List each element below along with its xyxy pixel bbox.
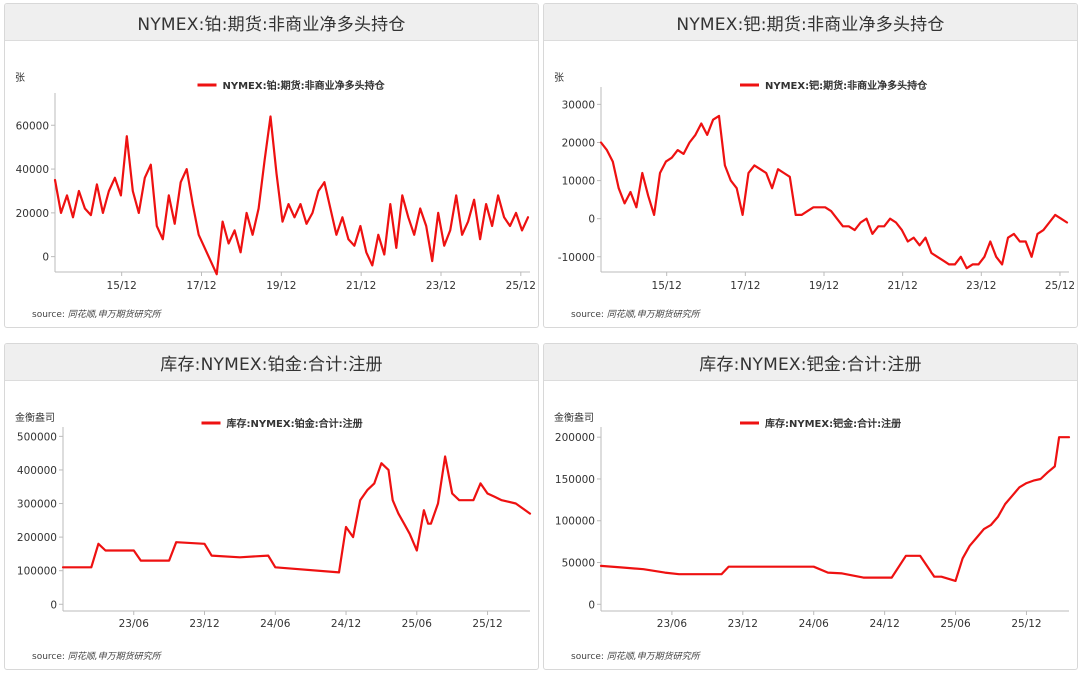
y-tick-label: -10000 (558, 252, 595, 264)
y-tick-label: 0 (588, 214, 595, 226)
line-chart: 金衡盎司 库存:NYMEX:钯金:合计:注册 0 50000 100000 150000 2… (554, 411, 1071, 630)
x-tick-label: 24/12 (870, 618, 900, 630)
source-label: source: (571, 310, 604, 320)
y-tick-label: 150000 (555, 474, 595, 486)
panel-header: NYMEX:钯:期货:非商业净多头持仓 (544, 4, 1077, 41)
legend-label: 库存:NYMEX:铂金:合计:注册 (227, 417, 363, 430)
x-tick-label: 21/12 (346, 280, 376, 292)
y-tick-label: 20000 (562, 138, 595, 150)
chart-panel-platinum-positions: NYMEX:铂:期货:非商业净多头持仓 张 NYMEX:铂:期货:非商业净多头持仓… (4, 3, 539, 328)
x-tick-label: 19/12 (809, 280, 839, 292)
panel-title: 库存:NYMEX:铂金:合计:注册 (160, 354, 383, 375)
x-tick-label: 19/12 (266, 280, 296, 292)
y-tick-label: 40000 (16, 164, 49, 176)
source-name: 同花顺,申万期货研究所 (67, 652, 161, 662)
source-name: 同花顺,申万期货研究所 (606, 652, 700, 662)
x-tick-label: 25/06 (402, 618, 433, 630)
x-tick-label: 23/12 (966, 280, 996, 292)
line-chart: 张 NYMEX:钯:期货:非商业净多头持仓 -10000 0 10000 20000 300… (554, 72, 1075, 292)
x-tick-label: 23/06 (657, 618, 688, 630)
y-axis-unit-label: 张 (554, 72, 564, 84)
y-tick-label: 300000 (17, 499, 57, 511)
y-tick-label: 60000 (16, 120, 49, 132)
source-label: source: (571, 652, 604, 662)
panel-header: 库存:NYMEX:钯金:合计:注册 (544, 344, 1077, 381)
x-tick-label: 25/12 (1045, 280, 1075, 292)
x-tick-label: 23/12 (189, 618, 219, 630)
chart-panel-platinum-inventory: 库存:NYMEX:铂金:合计:注册 金衡盎司 库存:NYMEX:铂金:合计:注册 0… (4, 343, 539, 670)
x-tick-label: 15/12 (107, 280, 137, 292)
x-tick-label: 25/12 (506, 280, 536, 292)
source-note: source: 同花顺,申万期货研究所 (571, 307, 700, 320)
chart-area: 金衡盎司 库存:NYMEX:铂金:合计:注册 0 100000 200000 300000… (5, 381, 538, 669)
x-tick-label: 24/06 (799, 618, 830, 630)
source-note: source: 同花顺,申万期货研究所 (32, 649, 161, 662)
y-tick-label: 20000 (16, 208, 49, 220)
y-tick-label: 10000 (562, 176, 595, 188)
panel-header: 库存:NYMEX:铂金:合计:注册 (5, 344, 538, 381)
series-line (599, 436, 1071, 582)
x-tick-label: 25/06 (940, 618, 971, 630)
line-chart: 张 NYMEX:铂:期货:非商业净多头持仓 0 20000 40000 60000 15/1… (15, 72, 536, 292)
chart-area: 张 NYMEX:铂:期货:非商业净多头持仓 0 20000 40000 60000 15/1… (5, 41, 538, 327)
source-name: 同花顺,申万期货研究所 (67, 310, 161, 320)
chart-area: 张 NYMEX:钯:期货:非商业净多头持仓 -10000 0 10000 20000 300… (544, 41, 1077, 327)
source-name: 同花顺,申万期货研究所 (606, 310, 700, 320)
panel-title: NYMEX:钯:期货:非商业净多头持仓 (676, 14, 945, 35)
x-tick-label: 23/12 (728, 618, 758, 630)
chart-area: 金衡盎司 库存:NYMEX:钯金:合计:注册 0 50000 100000 150000 2… (544, 381, 1077, 669)
x-tick-label: 17/12 (186, 280, 216, 292)
y-tick-label: 200000 (17, 532, 57, 544)
legend-label: 库存:NYMEX:钯金:合计:注册 (765, 417, 901, 430)
y-tick-label: 50000 (562, 558, 595, 570)
source-note: source: 同花顺,申万期货研究所 (571, 649, 700, 662)
series-line (61, 455, 532, 574)
y-tick-label: 400000 (17, 465, 57, 477)
chart-panel-palladium-inventory: 库存:NYMEX:钯金:合计:注册 金衡盎司 库存:NYMEX:钯金:合计:注册 0… (543, 343, 1078, 670)
x-tick-label: 25/12 (472, 618, 502, 630)
y-axis-unit-label: 张 (15, 72, 25, 84)
source-label: source: (32, 652, 65, 662)
legend-label: NYMEX:铂:期货:非商业净多头持仓 (223, 79, 386, 92)
x-tick-label: 25/12 (1011, 618, 1041, 630)
y-tick-label: 100000 (555, 516, 595, 528)
y-tick-label: 0 (50, 599, 57, 611)
panel-title: 库存:NYMEX:钯金:合计:注册 (699, 354, 922, 375)
y-tick-label: 500000 (17, 431, 57, 443)
source-label: source: (32, 310, 65, 320)
x-tick-label: 23/06 (119, 618, 150, 630)
y-tick-label: 0 (42, 252, 49, 264)
x-tick-label: 24/06 (260, 618, 291, 630)
panel-title: NYMEX:铂:期货:非商业净多头持仓 (137, 14, 406, 35)
x-tick-label: 21/12 (888, 280, 918, 292)
x-tick-label: 24/12 (331, 618, 361, 630)
series-line (53, 115, 530, 276)
y-tick-label: 100000 (17, 566, 57, 578)
source-note: source: 同花顺,申万期货研究所 (32, 307, 161, 320)
x-tick-label: 23/12 (426, 280, 456, 292)
y-tick-label: 30000 (562, 99, 595, 111)
series-line (599, 114, 1069, 270)
chart-panel-palladium-positions: NYMEX:钯:期货:非商业净多头持仓 张 NYMEX:钯:期货:非商业净多头持仓… (543, 3, 1078, 328)
x-tick-label: 15/12 (652, 280, 682, 292)
line-chart: 金衡盎司 库存:NYMEX:铂金:合计:注册 0 100000 200000 300000… (15, 411, 532, 630)
y-tick-label: 0 (588, 599, 595, 611)
panel-header: NYMEX:铂:期货:非商业净多头持仓 (5, 4, 538, 41)
legend-label: NYMEX:钯:期货:非商业净多头持仓 (765, 79, 928, 92)
y-tick-label: 200000 (555, 432, 595, 444)
y-axis-unit-label: 金衡盎司 (554, 411, 594, 424)
y-axis-unit-label: 金衡盎司 (15, 411, 55, 424)
x-tick-label: 17/12 (730, 280, 760, 292)
